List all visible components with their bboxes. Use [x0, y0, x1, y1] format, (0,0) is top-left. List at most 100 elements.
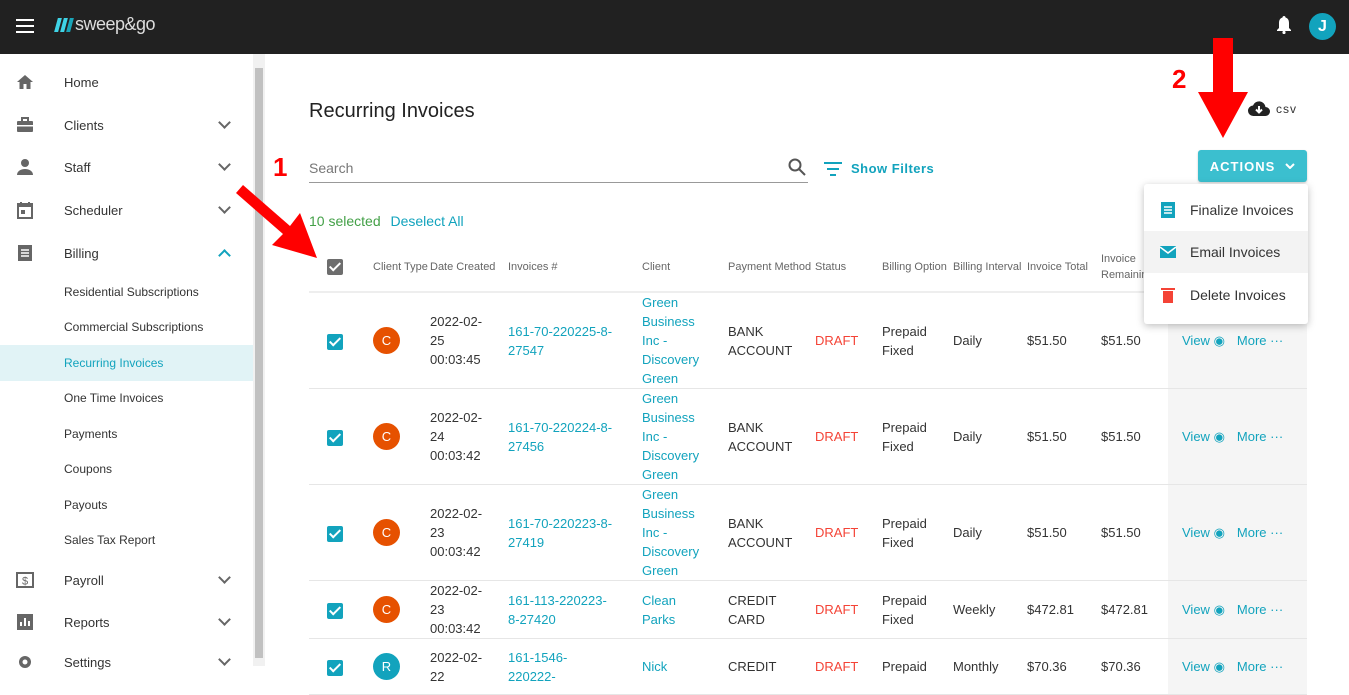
invoice-remaining: $70.36: [1101, 638, 1168, 695]
sidebar-item-settings[interactable]: Settings: [0, 644, 253, 680]
payment-method: CREDIT: [728, 638, 815, 695]
column-header[interactable]: Client Type: [360, 242, 430, 293]
more-button[interactable]: More ···: [1237, 429, 1283, 444]
scrollbar-thumb[interactable]: [255, 68, 263, 658]
more-button[interactable]: More ···: [1237, 602, 1283, 617]
csv-export-button[interactable]: csv: [1248, 101, 1297, 117]
chevron-down-icon[interactable]: [218, 613, 231, 626]
row-checkbox[interactable]: [326, 659, 343, 676]
sidebar-item-label: Scheduler: [64, 202, 123, 218]
select-all-checkbox[interactable]: [326, 258, 343, 275]
sidebar-item-payroll[interactable]: $ Payroll: [0, 562, 253, 598]
more-label: More: [1236, 602, 1267, 617]
column-header[interactable]: Date Created: [430, 242, 508, 293]
search-icon[interactable]: [788, 158, 806, 176]
sidebar-subitem-payouts[interactable]: Payouts: [64, 498, 108, 512]
row-checkbox[interactable]: [326, 429, 343, 446]
more-dots-icon: ···: [1270, 659, 1284, 674]
chevron-down-icon[interactable]: [218, 201, 231, 214]
show-filters-button[interactable]: Show Filters: [824, 161, 934, 176]
sidebar-subitem-residential-subscriptions[interactable]: Residential Subscriptions: [64, 285, 199, 299]
invoice-link[interactable]: 161-1546-220222-: [508, 649, 568, 684]
chevron-down-icon[interactable]: [218, 653, 231, 666]
show-filters-label: Show Filters: [851, 161, 935, 176]
sidebar-item-billing[interactable]: Billing: [0, 235, 253, 271]
table-row[interactable]: R 2022-02-22 161-1546-220222- Nick CREDI…: [309, 638, 1307, 695]
client-link[interactable]: Clean Parks: [642, 592, 676, 627]
client-type-badge: C: [373, 327, 400, 354]
menu-icon[interactable]: [16, 19, 34, 33]
column-header[interactable]: Invoices #: [508, 242, 642, 293]
menu-item-finalize-invoices[interactable]: Finalize Invoices: [1144, 189, 1308, 231]
menu-item-email-invoices[interactable]: Email Invoices: [1144, 231, 1308, 273]
chevron-up-icon[interactable]: [218, 249, 231, 262]
more-label: More: [1236, 525, 1267, 540]
chevron-down-icon: [1285, 163, 1295, 169]
client-link[interactable]: Green Business Inc - Discovery Green: [642, 487, 700, 578]
row-checkbox[interactable]: [326, 333, 343, 350]
sidebar-item-label: Settings: [64, 654, 111, 670]
invoice-link[interactable]: 161-70-220225-8-27547: [508, 323, 613, 358]
view-label: View: [1182, 333, 1210, 348]
table-row[interactable]: C 2022-02-23 00:03:42 161-70-220223-8-27…: [309, 484, 1307, 581]
row-checkbox[interactable]: [326, 602, 343, 619]
payment-method: CREDIT CARD: [728, 580, 815, 639]
view-button[interactable]: View ◉: [1182, 333, 1225, 348]
view-button[interactable]: View ◉: [1182, 429, 1225, 444]
view-button[interactable]: View ◉: [1182, 602, 1225, 617]
client-link[interactable]: Nick: [642, 659, 668, 674]
eye-icon: ◉: [1213, 333, 1225, 348]
calendar-icon: [16, 201, 34, 219]
sidebar-subitem-recurring-invoices[interactable]: Recurring Invoices: [0, 345, 253, 381]
table-row[interactable]: C 2022-02-24 00:03:42 161-70-220224-8-27…: [309, 388, 1307, 485]
select-all-header: [309, 242, 360, 293]
sidebar-item-scheduler[interactable]: Scheduler: [0, 192, 253, 228]
column-header[interactable]: Billing Interval: [953, 242, 1027, 293]
client-link[interactable]: Green Business Inc - Discovery Green: [642, 295, 700, 386]
row-checkbox[interactable]: [326, 525, 343, 542]
menu-item-delete-invoices[interactable]: Delete Invoices: [1144, 274, 1308, 316]
column-header[interactable]: Invoice Total: [1027, 242, 1101, 293]
eye-icon: ◉: [1213, 429, 1225, 444]
view-button[interactable]: View ◉: [1182, 525, 1225, 540]
client-link[interactable]: Green Business Inc - Discovery Green: [642, 391, 700, 482]
invoice-link[interactable]: 161-70-220223-8-27419: [508, 515, 613, 550]
payment-method: BANK ACCOUNT: [728, 292, 815, 389]
column-header[interactable]: Invoice Remaining: [1101, 242, 1168, 293]
sidebar-item-reports[interactable]: Reports: [0, 604, 253, 640]
column-header[interactable]: Status: [815, 242, 882, 293]
chevron-down-icon[interactable]: [218, 116, 231, 129]
sidebar-scrollbar[interactable]: [253, 54, 265, 666]
column-header[interactable]: Payment Method: [728, 242, 815, 293]
sidebar-subitem-sales-tax-report[interactable]: Sales Tax Report: [64, 533, 156, 547]
bell-icon[interactable]: [1276, 16, 1292, 34]
view-button[interactable]: View ◉: [1182, 659, 1225, 674]
more-label: More: [1236, 333, 1267, 348]
sidebar-subitem-payments[interactable]: Payments: [64, 427, 118, 441]
deselect-all-link[interactable]: Deselect All: [390, 213, 464, 229]
column-header[interactable]: Billing Option: [882, 242, 953, 293]
invoice-link[interactable]: 161-70-220224-8-27456: [508, 419, 613, 454]
sidebar-item-staff[interactable]: Staff: [0, 149, 253, 185]
table-row[interactable]: C 2022-02-23 00:03:42 161-113-220223-8-2…: [309, 580, 1307, 639]
sidebar-subitem-one-time-invoices[interactable]: One Time Invoices: [64, 391, 164, 405]
search-input[interactable]: Search: [309, 155, 808, 183]
more-button[interactable]: More ···: [1237, 659, 1283, 674]
more-button[interactable]: More ···: [1237, 333, 1283, 348]
sidebar: Home Clients Staff Scheduler Billing Resident…: [0, 54, 253, 670]
billing-option: Prepaid Fixed: [882, 292, 953, 389]
column-header[interactable]: Client: [642, 242, 728, 293]
user-avatar[interactable]: J: [1309, 13, 1336, 40]
billing-option: Prepaid: [882, 638, 953, 695]
more-button[interactable]: More ···: [1237, 525, 1283, 540]
sidebar-item-home[interactable]: Home: [0, 64, 253, 100]
actions-button[interactable]: ACTIONS: [1198, 150, 1307, 182]
chevron-down-icon[interactable]: [218, 158, 231, 171]
svg-text:$: $: [22, 576, 28, 588]
sidebar-subitem-commercial-subscriptions[interactable]: Commercial Subscriptions: [64, 320, 204, 334]
invoice-link[interactable]: 161-113-220223-8-27420: [508, 592, 607, 627]
sidebar-item-clients[interactable]: Clients: [0, 107, 253, 143]
sidebar-subitem-coupons[interactable]: Coupons: [64, 462, 113, 476]
logo[interactable]: sweep&go: [54, 14, 156, 35]
chevron-down-icon[interactable]: [218, 571, 231, 584]
